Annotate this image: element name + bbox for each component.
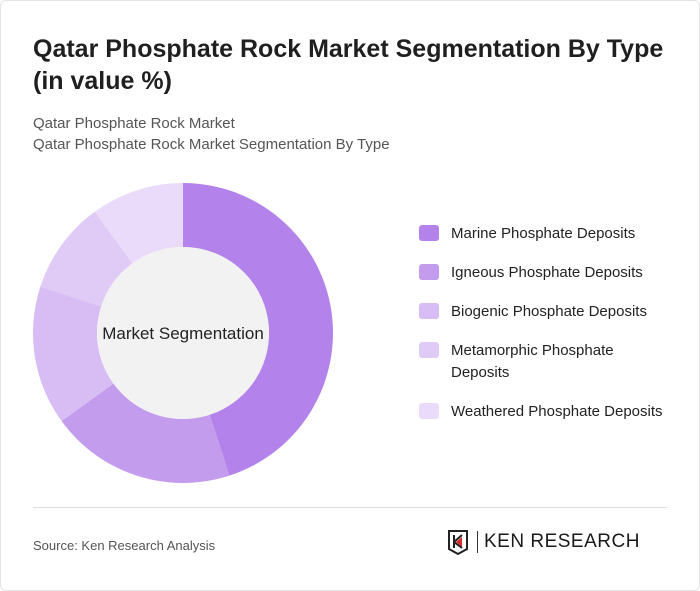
legend-item: Metamorphic Phosphate Deposits [419, 340, 679, 384]
legend-item: Igneous Phosphate Deposits [419, 262, 679, 284]
legend: Marine Phosphate Deposits Igneous Phospha… [419, 223, 679, 440]
legend-label: Igneous Phosphate Deposits [451, 264, 643, 281]
donut-center [97, 247, 269, 419]
donut-slice-marine-phosphate-deposits [183, 183, 334, 476]
donut-slice-biogenic-phosphate-deposits [33, 286, 114, 422]
legend-item: Weathered Phosphate Deposits [419, 401, 679, 423]
legend-label: Biogenic Phosphate Deposits [451, 303, 647, 320]
subtitle-segmentation: Qatar Phosphate Rock Market Segmentation… [33, 136, 390, 153]
legend-label: Marine Phosphate Deposits [451, 225, 636, 242]
legend-item: Biogenic Phosphate Deposits [419, 301, 679, 323]
center-label: Market Segmentation [102, 324, 264, 343]
donut-chart: Market Segmentation [33, 183, 334, 484]
legend-item: Marine Phosphate Deposits [419, 223, 679, 245]
legend-swatch [419, 403, 439, 419]
divider [33, 507, 667, 508]
legend-swatch [419, 264, 439, 280]
logo-icon [448, 530, 468, 555]
legend-swatch [419, 303, 439, 319]
source-note: Source: Ken Research Analysis [33, 538, 216, 553]
legend-swatch [419, 342, 439, 358]
legend-swatch [419, 225, 439, 241]
donut-slice-weathered-phosphate-deposits [94, 183, 183, 264]
legend-label: Metamorphic Phosphate Deposits [451, 342, 614, 381]
legend-label: Weathered Phosphate Deposits [451, 403, 663, 420]
logo-text: KEN RESEARCH [477, 531, 640, 553]
ken-research-logo: KEN RESEARCH [447, 529, 640, 555]
donut-slice-igneous-phosphate-deposits [61, 383, 230, 484]
donut-slice-metamorphic-phosphate-deposits [40, 211, 133, 307]
chart-title: Qatar Phosphate Rock Market Segmentation… [33, 35, 664, 95]
subtitle-market: Qatar Phosphate Rock Market [33, 115, 235, 132]
